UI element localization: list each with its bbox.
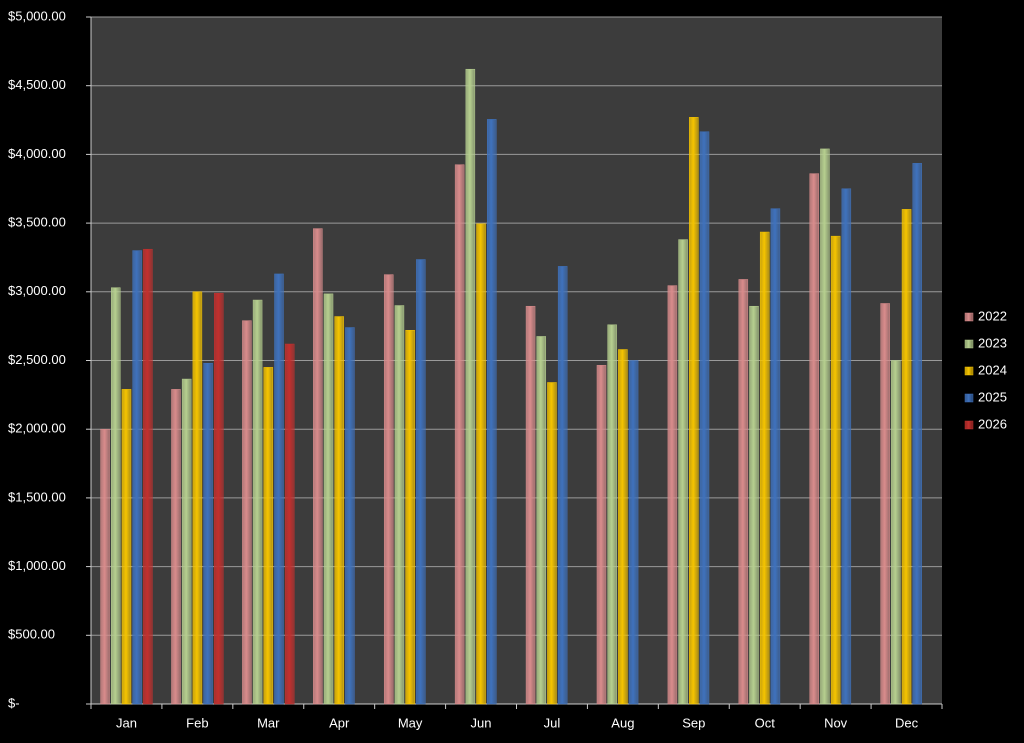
x-tick-label: Nov (824, 715, 848, 730)
y-tick-label: $500.00 (8, 627, 55, 642)
bar (454, 164, 465, 705)
x-tick-label: Aug (611, 715, 634, 730)
bar (525, 305, 536, 705)
bar (699, 131, 710, 705)
y-tick-label: $- (8, 695, 20, 710)
bar (912, 163, 922, 705)
bar (242, 320, 252, 705)
bar (465, 68, 476, 705)
bar (618, 349, 628, 705)
bar (100, 428, 110, 705)
legend-swatch (964, 339, 974, 349)
bar (547, 382, 557, 705)
bar (394, 305, 405, 705)
bar (607, 324, 617, 705)
legend-swatch (964, 393, 974, 403)
bar (891, 360, 901, 705)
bar (132, 250, 142, 705)
bar (486, 119, 497, 705)
bar (214, 292, 224, 705)
legend-swatch (964, 366, 974, 376)
y-tick-label: $3,500.00 (8, 215, 66, 230)
x-tick-label: Jul (544, 715, 561, 730)
bar (252, 299, 263, 705)
bar (111, 287, 121, 705)
bar (901, 209, 912, 705)
bar (738, 279, 749, 705)
bar (313, 228, 323, 705)
legend-label: 2022 (978, 308, 1007, 323)
y-tick-label: $2,000.00 (8, 421, 66, 436)
bar (759, 231, 770, 705)
x-tick-label: Feb (186, 715, 208, 730)
bar (405, 330, 415, 705)
bar (416, 259, 426, 705)
bar (383, 274, 394, 705)
bar (830, 235, 841, 705)
bar (678, 239, 688, 705)
legend-label: 2023 (978, 335, 1007, 350)
bar (323, 293, 334, 705)
x-tick-label: May (398, 715, 423, 730)
bar (143, 248, 153, 705)
y-tick-label: $1,500.00 (8, 489, 66, 504)
bar (345, 327, 355, 705)
y-tick-label: $4,000.00 (8, 146, 66, 161)
legend-swatch (964, 312, 974, 322)
bar (557, 266, 568, 705)
bar (536, 336, 547, 705)
bar (274, 273, 284, 705)
bar (841, 188, 852, 705)
bar (880, 303, 890, 705)
x-tick-label: Sep (682, 715, 705, 730)
bar (334, 316, 344, 705)
bar (820, 148, 830, 705)
legend-label: 2025 (978, 389, 1007, 404)
bar (689, 117, 699, 705)
bar (749, 305, 759, 705)
bar (171, 389, 181, 705)
bar (263, 367, 274, 705)
bar (476, 223, 486, 705)
bar (181, 378, 192, 705)
y-tick-label: $2,500.00 (8, 352, 66, 367)
bar (770, 208, 781, 705)
legend-swatch (964, 420, 974, 430)
bar (121, 389, 132, 705)
legend-label: 2024 (978, 362, 1007, 377)
x-tick-label: Oct (755, 715, 776, 730)
bar (809, 173, 819, 705)
y-tick-label: $5,000.00 (8, 8, 66, 23)
y-tick-label: $3,000.00 (8, 283, 66, 298)
bar (628, 360, 639, 705)
y-tick-label: $4,500.00 (8, 77, 66, 92)
x-tick-label: Jan (116, 715, 137, 730)
legend-label: 2026 (978, 416, 1007, 431)
y-tick-label: $1,000.00 (8, 558, 66, 573)
bar (203, 362, 213, 705)
bar (596, 365, 607, 705)
bar (284, 343, 295, 705)
x-tick-label: Apr (329, 715, 350, 730)
x-tick-label: Jun (471, 715, 492, 730)
x-tick-label: Dec (895, 715, 919, 730)
x-tick-label: Mar (257, 715, 280, 730)
bar (667, 285, 678, 705)
bar (192, 291, 203, 705)
